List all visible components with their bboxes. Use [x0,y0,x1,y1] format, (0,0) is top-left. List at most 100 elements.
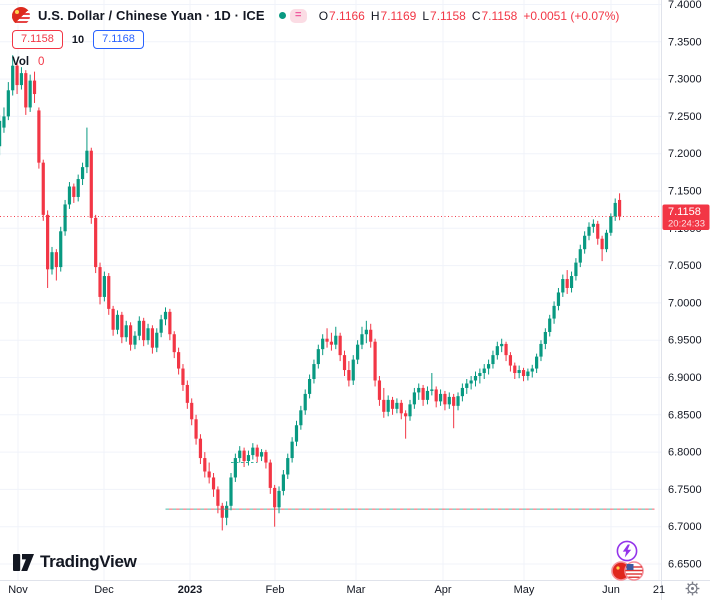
last-price-value: 7.1158 [668,206,701,218]
time-tick-label: Nov [8,584,28,596]
candle-body [347,370,351,381]
tradingview-logo[interactable]: TradingView [13,552,137,572]
candle-body [0,120,2,147]
candle-body [578,249,582,263]
price-tick-label: 7.2000 [668,148,702,160]
candle-body [604,232,609,250]
candle-body [325,338,329,342]
candle-body [172,334,176,353]
candle-body [46,214,50,270]
candle-body [24,73,28,108]
candle-body [465,383,469,388]
candle-body [190,402,194,420]
price-tick-label: 6.9500 [668,335,702,347]
symbol-title[interactable]: U.S. Dollar / Chinese Yuan · 1D · ICE [38,8,265,23]
candlestick-series [0,55,622,531]
candle-body [290,441,294,459]
time-scale[interactable]: Nov Dec 2023 Feb Mar Apr May Jun 21 [8,584,665,596]
change-value: +0.0051 (+0.07%) [523,8,620,23]
candle-body [504,343,508,356]
us-flag-icon [624,561,644,581]
close-value: 7.1158 [481,8,518,23]
candle-body [59,231,63,268]
candle-body [500,343,504,347]
candle-body [482,368,486,374]
legend-main-row: U.S. Dollar / Chinese Yuan · 1D · ICE = … [12,6,619,25]
candle-body [386,399,390,412]
price-tick-label: 7.1500 [668,186,702,198]
price-tick-label: 6.6500 [668,559,702,571]
candle-body [142,320,146,341]
legend-toggle-icon[interactable]: = [289,8,307,23]
time-tick-label: Dec [94,584,114,596]
candle-body [395,402,399,409]
candle-body [85,150,89,168]
open-value: 7.1166 [329,8,365,23]
lightning-icon [622,544,632,558]
related-symbols-button[interactable] [609,560,645,587]
candle-body [11,65,15,91]
candle-body [251,447,255,456]
quick-alert-button[interactable] [616,540,638,567]
time-tick-label: Feb [266,584,285,596]
ask-price-button[interactable]: 7.1168 [93,30,144,50]
candle-body [286,458,290,475]
bid-price-button[interactable]: 7.1158 [12,30,63,50]
candle-body [72,186,76,197]
time-tick-label: 2023 [178,584,202,596]
candle-body [443,393,447,405]
candle-body [552,305,556,319]
volume-value: 0 [38,56,45,69]
open-label: O [318,8,329,23]
candle-body [377,380,382,400]
candle-body [63,204,67,232]
price-tick-label: 7.0500 [668,260,702,272]
tradingview-logo-icon [13,553,34,571]
market-open-dot-icon[interactable] [278,12,286,19]
candle-body [491,355,495,365]
bid-ask-row: 7.1158 10 7.1168 [12,30,619,50]
candle-body [600,238,604,250]
candle-body [447,396,451,405]
candle-body [360,334,364,345]
candle-body [307,378,312,394]
candle-body [89,150,93,218]
candle-body [434,389,438,402]
candle-body [211,477,216,490]
price-scale[interactable]: 7.40007.35007.30007.25007.20007.15007.10… [668,0,702,571]
candle-body [115,314,120,330]
low-value: 7.1158 [430,8,466,23]
candle-body [198,438,203,459]
candle-body [561,279,565,293]
candle-body [565,279,569,288]
candle-body [194,419,198,439]
price-lines [0,216,661,510]
candle-body [177,352,181,369]
candle-body [19,73,24,86]
candle-body [417,387,421,393]
candle-body [6,90,10,117]
symbol-legend: U.S. Dollar / Chinese Yuan · 1D · ICE = … [12,6,619,68]
candle-body [264,452,268,463]
price-tick-label: 6.8000 [668,447,702,459]
candle-body [473,376,478,381]
candle-body [342,355,347,371]
candle-body [373,341,377,381]
candle-body [321,338,325,350]
time-tick-label: Jun [602,584,620,596]
candle-body [102,276,106,297]
volume-row: Vol 0 [12,56,619,68]
candle-body [390,399,395,409]
candle-body [242,450,246,462]
candle-body [513,365,517,374]
price-tick-label: 6.9000 [668,372,702,384]
candle-body [408,404,412,417]
candle-body [128,325,133,345]
price-tick-label: 6.7000 [668,521,702,533]
scale-settings-icon[interactable] [685,581,700,600]
candle-body [281,474,285,491]
candle-body [430,389,434,391]
